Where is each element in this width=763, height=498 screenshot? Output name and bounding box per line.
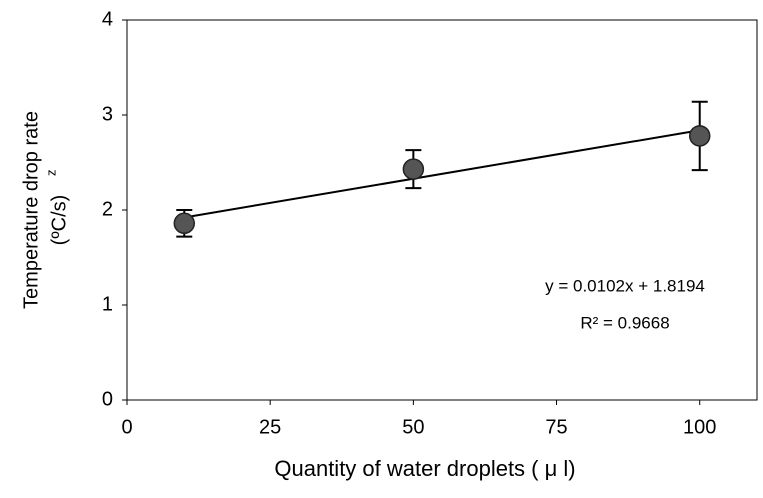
- x-tick-label: 0: [121, 416, 132, 438]
- x-tick-label: 75: [545, 416, 567, 438]
- annotation: R² = 0.9668: [580, 313, 669, 332]
- annotation: y = 0.0102x + 1.8194: [545, 276, 705, 295]
- y-tick-label: 4: [102, 8, 113, 30]
- y-axis-label-line: Temperature drop rate: [20, 111, 42, 309]
- y-tick-label: 3: [102, 103, 113, 125]
- x-tick-label: 25: [259, 416, 281, 438]
- y-tick-label: 0: [102, 388, 113, 410]
- y-axis-label: Temperature drop rate (ºC/s) z: [20, 111, 70, 309]
- y-tick-label: 2: [102, 198, 113, 220]
- y-tick-label: 1: [102, 293, 113, 315]
- point: [688, 125, 711, 147]
- plot-frame: [126, 19, 758, 401]
- trendline: [184, 129, 700, 219]
- x-tick-label: 50: [402, 416, 424, 438]
- x-axis-label: Quantity of water droplets ( μ l): [274, 456, 575, 481]
- point: [402, 158, 425, 180]
- y-axis-label-superscript: z: [43, 170, 58, 177]
- point: [173, 212, 196, 235]
- x-tick-label: 100: [683, 416, 716, 438]
- y-axis-label-line: (ºC/s): [48, 195, 70, 246]
